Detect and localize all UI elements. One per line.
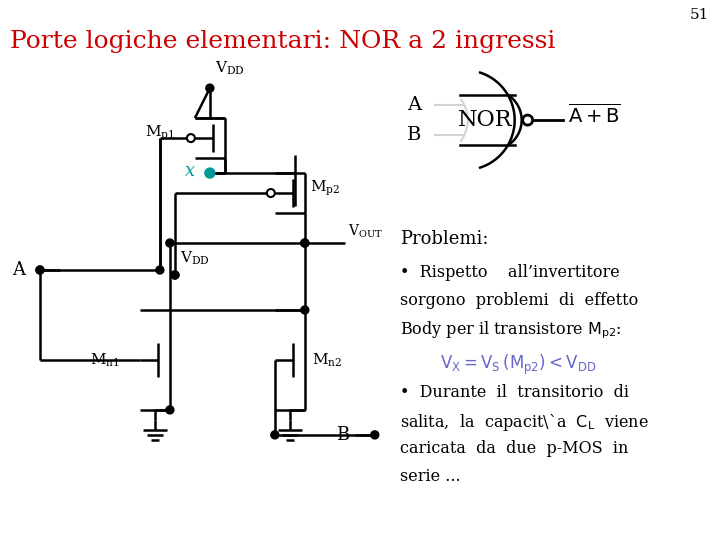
Circle shape xyxy=(301,306,309,314)
Text: $\mathregular{M_{n2}}$: $\mathregular{M_{n2}}$ xyxy=(312,351,342,369)
Circle shape xyxy=(206,84,214,92)
Text: $\mathrm{V_X = V_S\,(M_{p2}) < V_{DD}}$: $\mathrm{V_X = V_S\,(M_{p2}) < V_{DD}}$ xyxy=(440,353,596,377)
Circle shape xyxy=(371,431,379,439)
Circle shape xyxy=(156,266,164,274)
Circle shape xyxy=(187,134,195,142)
Text: serie ...: serie ... xyxy=(400,468,460,485)
Circle shape xyxy=(36,266,44,274)
Text: $\mathregular{M_{n1}}$: $\mathregular{M_{n1}}$ xyxy=(90,351,120,369)
Text: Porte logiche elementari: NOR a 2 ingressi: Porte logiche elementari: NOR a 2 ingres… xyxy=(10,30,555,53)
Circle shape xyxy=(166,406,174,414)
Text: $\overline{\mathrm{A+B}}$: $\overline{\mathrm{A+B}}$ xyxy=(567,103,620,127)
Text: NOR: NOR xyxy=(457,109,512,131)
Text: salita,  la  capacit\`a  $\mathrm{C_L}$  viene: salita, la capacit\`a $\mathrm{C_L}$ vie… xyxy=(400,412,649,433)
Text: B: B xyxy=(408,126,422,144)
Text: 51: 51 xyxy=(690,8,709,22)
Text: $\mathregular{M_{p2}}$: $\mathregular{M_{p2}}$ xyxy=(310,178,340,198)
Text: Problemi:: Problemi: xyxy=(400,230,488,248)
Circle shape xyxy=(271,431,279,439)
Text: A: A xyxy=(12,261,25,279)
Circle shape xyxy=(36,266,44,274)
Circle shape xyxy=(301,239,309,247)
Text: •  Rispetto    all’invertitore: • Rispetto all’invertitore xyxy=(400,264,619,281)
Text: x: x xyxy=(185,162,195,180)
Text: caricata  da  due  p-MOS  in: caricata da due p-MOS in xyxy=(400,440,628,457)
Circle shape xyxy=(171,271,179,279)
Circle shape xyxy=(171,271,179,279)
Text: $\mathregular{V_{OUT}}$: $\mathregular{V_{OUT}}$ xyxy=(348,222,383,240)
Text: $\mathregular{M_{p1}}$: $\mathregular{M_{p1}}$ xyxy=(145,124,175,143)
Circle shape xyxy=(301,239,309,247)
Text: •  Durante  il  transitorio  di: • Durante il transitorio di xyxy=(400,384,629,401)
Text: sorgono  problemi  di  effetto: sorgono problemi di effetto xyxy=(400,292,638,308)
Circle shape xyxy=(205,168,215,178)
Circle shape xyxy=(267,189,275,197)
Text: $\mathregular{V_{DD}}$: $\mathregular{V_{DD}}$ xyxy=(215,60,245,77)
Text: Body per il transistore $\mathrm{M_{p2}}$:: Body per il transistore $\mathrm{M_{p2}}… xyxy=(400,320,621,341)
Text: A: A xyxy=(408,96,422,114)
Text: B: B xyxy=(336,426,350,444)
Circle shape xyxy=(523,115,533,125)
Circle shape xyxy=(166,239,174,247)
Text: $\mathregular{V_{DD}}$: $\mathregular{V_{DD}}$ xyxy=(180,249,210,267)
